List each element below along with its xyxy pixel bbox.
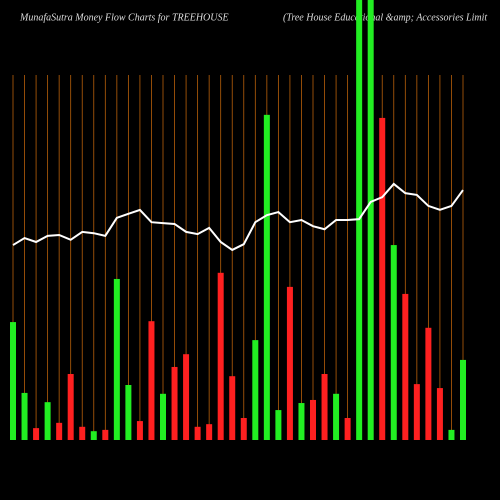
bar [286,286,293,440]
bar [460,359,466,440]
bar [240,418,247,440]
chart-title: MunafaSutra Money Flow Charts for TREEHO… [19,12,229,23]
bar [206,424,213,440]
bar [333,393,340,440]
bar [298,403,305,440]
bar [436,388,443,440]
bar [448,429,455,440]
bar [275,410,282,440]
bar [402,293,409,440]
bar [310,399,316,440]
money-flow-line [12,182,464,252]
bar [21,392,28,440]
bar [390,245,397,440]
bar [229,376,236,440]
bar [90,431,97,440]
bar [10,322,16,440]
bar [125,385,132,440]
bar [252,340,259,440]
bar [183,354,190,440]
bar [344,418,351,440]
bar [33,428,40,440]
bar [171,366,178,440]
bar [217,272,224,440]
bar [148,321,155,440]
bar [379,117,386,441]
chart-subtitle: (Tree House Educational &amp; Accessorie… [283,12,487,23]
bar [160,393,166,440]
bar [56,422,63,440]
bar [263,114,270,440]
bar [67,374,74,440]
bar [113,278,120,440]
bar [413,384,420,440]
bar [44,402,51,440]
bar [321,374,328,440]
bar [79,426,86,440]
bar [102,429,109,440]
bar [367,0,374,440]
bar [194,426,201,440]
bar [136,421,143,440]
bar [425,327,432,440]
